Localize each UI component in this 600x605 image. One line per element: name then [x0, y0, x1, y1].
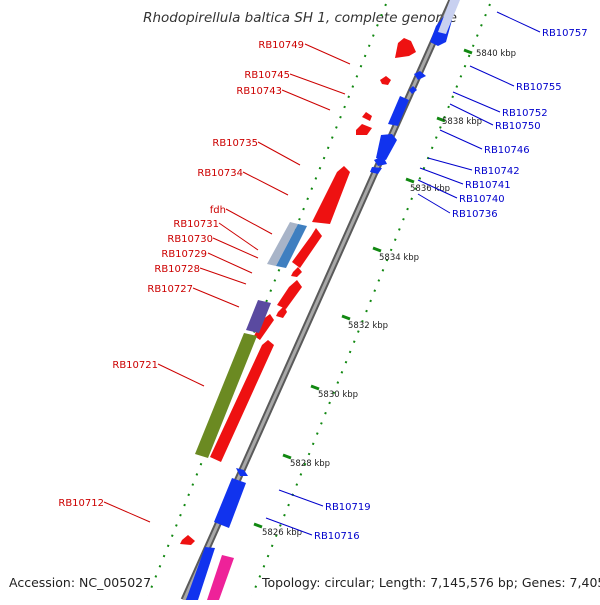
gene-rb10735 [312, 166, 350, 224]
scale-label: 5840 kbp [476, 49, 516, 59]
gene-label[interactable]: RB10757 [542, 28, 588, 39]
gene-label[interactable]: RB10728 [154, 264, 200, 275]
gene-rb10728 [276, 306, 287, 318]
gene-rb10745 [380, 76, 391, 85]
scale-label: 5838 kbp [442, 117, 482, 127]
scale-label: 5836 kbp [410, 184, 450, 194]
gene-label[interactable]: fdh [210, 205, 226, 216]
gene-label[interactable]: RB10743 [236, 86, 282, 97]
scale-label: 5828 kbp [290, 459, 330, 469]
gene-label[interactable]: RB10729 [161, 249, 207, 260]
gene-label[interactable]: RB10730 [167, 234, 213, 245]
outer-tick-track [251, 3, 491, 597]
gene-label[interactable]: RB10740 [459, 194, 505, 205]
major-ticks [253, 48, 473, 529]
gene-rb10731 [292, 228, 322, 268]
genome-summary: Topology: circular; Length: 7,145,576 bp… [262, 575, 600, 590]
gene-label[interactable]: RB10735 [212, 138, 258, 149]
gene-label[interactable]: RB10742 [474, 166, 520, 177]
gene-label[interactable]: RB10752 [502, 108, 548, 119]
scale-labels: 5840 kbp 5838 kbp 5836 kbp 5834 kbp 5832… [262, 49, 516, 538]
gene-rb10712 [180, 535, 195, 545]
gene-label[interactable]: RB10745 [244, 70, 290, 81]
gene-rb10721-band [195, 333, 257, 458]
scale-label: 5830 kbp [318, 390, 358, 400]
gene-label[interactable]: RB10750 [495, 121, 541, 132]
gene-rb10716 [186, 547, 215, 600]
gene-label[interactable]: RB10719 [325, 502, 371, 513]
forward-genes [180, 38, 416, 545]
scale-label: 5834 kbp [379, 253, 419, 263]
accession-label: Accession: NC_005027 [9, 575, 152, 590]
gene-label[interactable]: RB10741 [465, 180, 511, 191]
gene-rb10752 [409, 86, 417, 94]
right-gene-labels: RB10757 RB10755 RB10752 RB10750 RB10746 … [314, 28, 588, 542]
gene-rb10743 [356, 124, 372, 135]
gene-rb10757-band [438, 0, 460, 34]
gene-label[interactable]: RB10716 [314, 531, 360, 542]
gene-label[interactable]: RB10746 [484, 145, 530, 156]
inner-tick-track [147, 3, 387, 597]
gene-fdh [276, 224, 307, 268]
gene-label[interactable]: RB10731 [173, 219, 219, 230]
gene-rb10750 [388, 96, 409, 126]
gene-rb10749 [395, 38, 416, 58]
gene-rb10730 [291, 267, 302, 277]
gene-rb10746 [376, 134, 397, 160]
scale-label: 5832 kbp [348, 321, 388, 331]
left-gene-labels: RB10749 RB10745 RB10743 RB10735 RB10734 … [58, 40, 304, 509]
gene-rb10729 [277, 280, 302, 309]
left-leader-lines [103, 43, 351, 523]
gene-pink [207, 555, 234, 600]
gene-rb10719-small [236, 468, 248, 476]
gene-label[interactable]: RB10727 [147, 284, 193, 295]
gene-rb10740 [370, 167, 382, 174]
gene-rb10755 [414, 71, 426, 80]
gene-rb10719 [214, 478, 246, 528]
gene-label[interactable]: RB10749 [258, 40, 304, 51]
gene-rb10727-fwd [254, 314, 274, 340]
gene-label[interactable]: RB10712 [58, 498, 104, 509]
scale-label: 5826 kbp [262, 528, 302, 538]
gene-label[interactable]: RB10734 [197, 168, 243, 179]
gene-rb10743-small [362, 112, 372, 121]
gene-rb10742 [374, 156, 387, 166]
right-leader-lines [265, 11, 541, 536]
gene-fdh-band [267, 222, 298, 266]
gene-label[interactable]: RB10755 [516, 82, 562, 93]
gene-label[interactable]: RB10721 [112, 360, 158, 371]
reverse-genes [186, 16, 452, 600]
gene-rb10727-band [246, 300, 271, 333]
map-title: Rhodopirellula baltica SH 1, complete ge… [143, 10, 457, 26]
gene-rb10721 [210, 340, 274, 462]
gene-label[interactable]: RB10736 [452, 209, 498, 220]
